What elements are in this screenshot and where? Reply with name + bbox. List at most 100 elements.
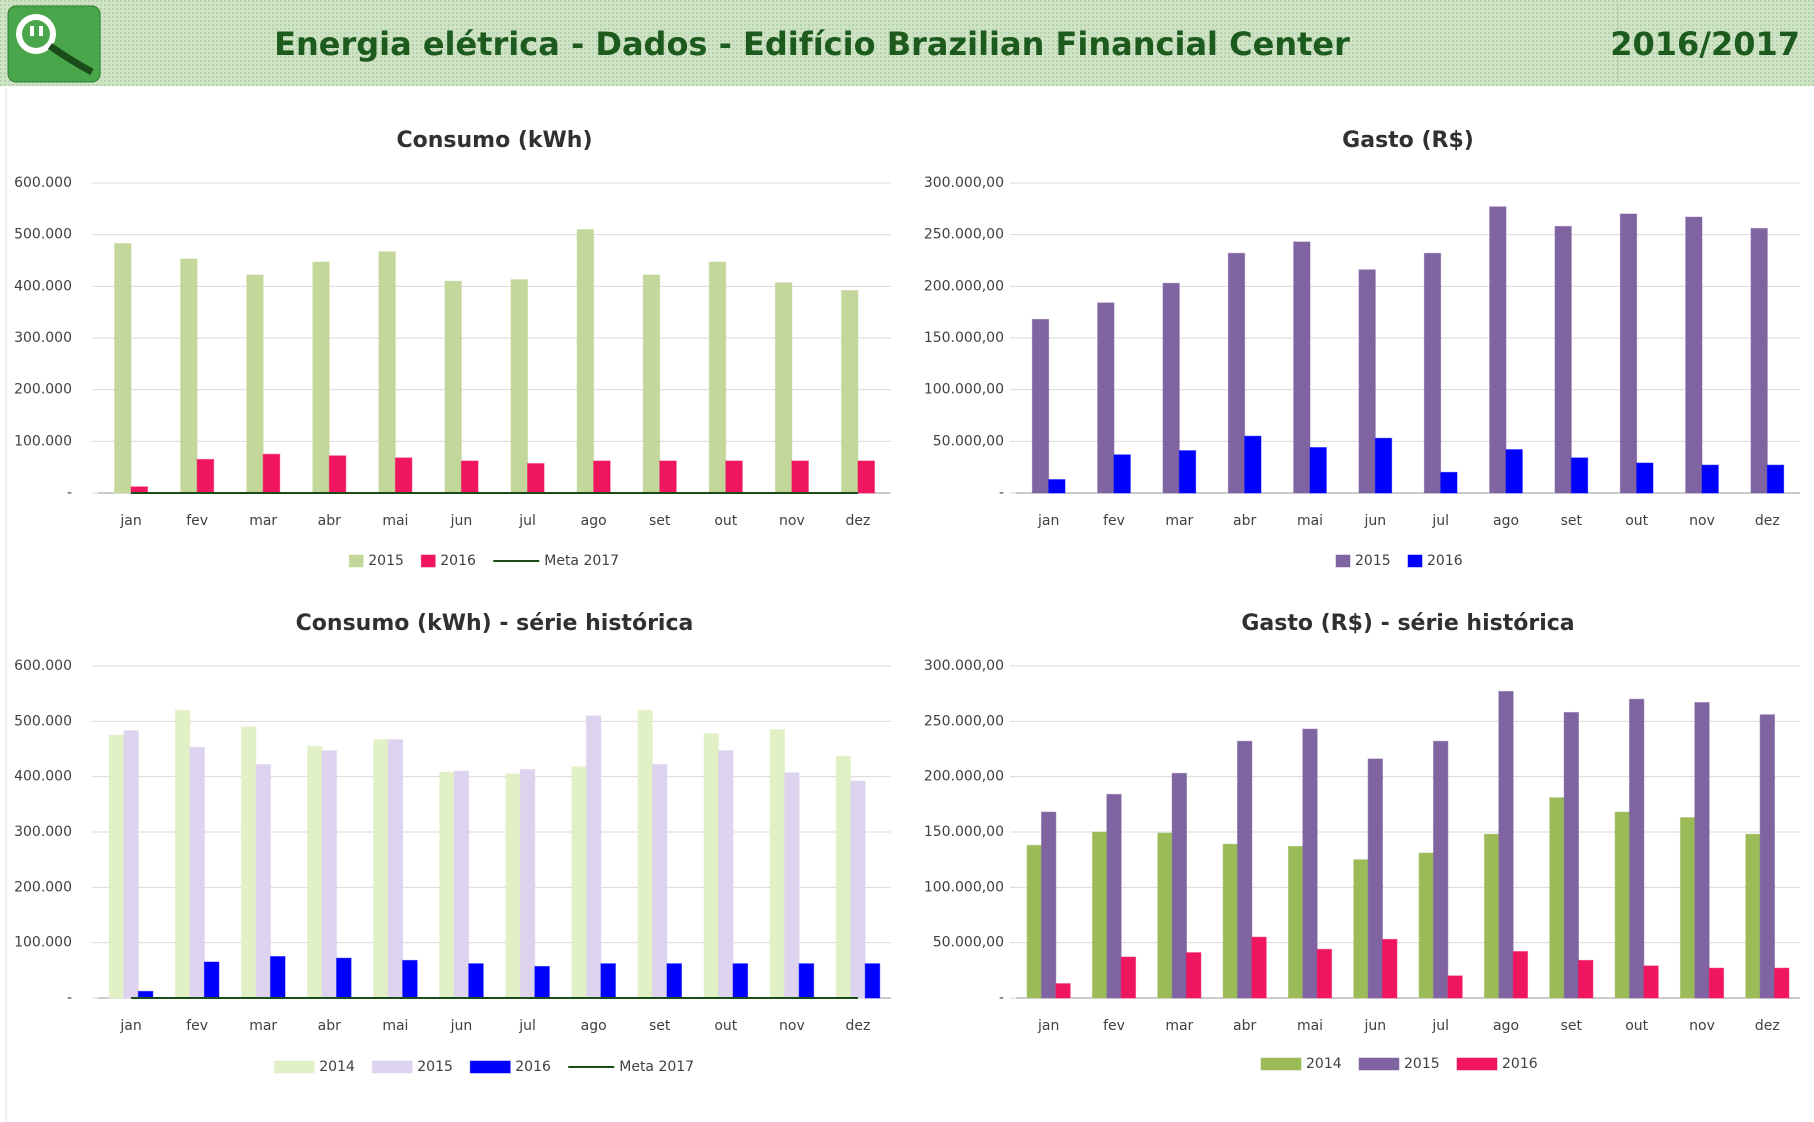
x-tick-label: mar	[249, 1018, 277, 1034]
bar	[1120, 956, 1137, 999]
x-tick-label: out	[1625, 513, 1648, 529]
y-tick-label: 200.000	[14, 879, 72, 895]
x-tick-label: fev	[186, 1018, 208, 1034]
bar	[1614, 811, 1630, 999]
bar	[1048, 479, 1066, 494]
bar	[373, 739, 389, 999]
bar	[850, 780, 866, 999]
bar	[519, 768, 536, 999]
bar	[571, 766, 587, 999]
x-tick-label: ago	[1493, 1018, 1519, 1034]
bar	[1759, 714, 1776, 999]
y-tick-label: 150.000,00	[924, 824, 1004, 840]
bar	[576, 229, 595, 494]
bar	[1287, 845, 1304, 999]
bar	[1619, 213, 1638, 494]
bar	[1766, 464, 1785, 494]
y-tick-label: -	[67, 485, 72, 501]
bar	[1694, 702, 1710, 999]
legend-swatch	[1260, 1057, 1302, 1071]
bar	[505, 773, 521, 999]
bar	[1440, 471, 1458, 494]
legend-label: 2015	[417, 1059, 453, 1075]
bar	[468, 963, 484, 999]
bar	[1570, 457, 1589, 494]
x-tick-label: abr	[1233, 513, 1256, 529]
bar	[336, 957, 352, 999]
x-tick-label: set	[649, 1018, 671, 1034]
bar	[189, 746, 205, 999]
bar	[659, 460, 677, 494]
header-background	[0, 0, 1814, 86]
x-tick-label: dez	[846, 513, 871, 529]
header-title: Energia elétrica - Dados - Edifício Braz…	[274, 25, 1350, 63]
bar	[1418, 852, 1434, 999]
bar	[1679, 817, 1696, 999]
bar	[1244, 435, 1262, 494]
y-tick-label: 600.000	[14, 175, 72, 191]
y-tick-label: 100.000,00	[924, 879, 1004, 895]
x-tick-label: jan	[1037, 1018, 1059, 1034]
bar	[1367, 758, 1384, 999]
y-tick-label: 600.000	[14, 658, 72, 674]
y-tick-label: 500.000	[14, 713, 72, 729]
x-tick-label: jan	[119, 513, 141, 529]
bar	[262, 453, 281, 494]
legend-label: 2016	[515, 1059, 551, 1075]
bar	[1106, 793, 1122, 999]
chart-title: Gasto (R$)	[1342, 128, 1474, 153]
bar	[1447, 975, 1463, 999]
legend-label: 2016	[440, 553, 476, 569]
bar	[864, 963, 881, 999]
y-tick-label: 200.000,00	[924, 769, 1004, 785]
bar	[798, 963, 815, 999]
x-tick-label: jun	[450, 513, 473, 529]
bar	[174, 709, 191, 999]
x-tick-label: mar	[1165, 1018, 1193, 1034]
bar	[1251, 936, 1267, 999]
bar	[439, 771, 455, 999]
y-tick-label: 250.000,00	[924, 227, 1004, 243]
bar	[1222, 843, 1238, 999]
legend-swatch	[469, 1060, 511, 1074]
bar	[1040, 811, 1057, 999]
bar	[1026, 844, 1042, 999]
bar	[1316, 948, 1333, 999]
x-tick-label: mai	[382, 1018, 408, 1034]
chart-title: Gasto (R$) - série histórica	[1241, 611, 1574, 636]
y-tick-label: 400.000	[14, 278, 72, 294]
x-tick-label: jun	[1364, 513, 1387, 529]
bar	[1236, 740, 1253, 999]
x-tick-label: jul	[518, 513, 536, 529]
x-tick-label: nov	[779, 1018, 805, 1034]
bar	[1157, 832, 1173, 999]
bar	[269, 956, 286, 999]
x-tick-label: out	[1625, 1018, 1648, 1034]
x-tick-label: nov	[1689, 1018, 1715, 1034]
bar	[1186, 952, 1202, 999]
legend-swatch	[1358, 1057, 1400, 1071]
x-tick-label: nov	[779, 513, 805, 529]
bar	[321, 750, 338, 999]
bar	[1628, 698, 1645, 999]
bar	[1358, 269, 1376, 494]
bar	[196, 458, 215, 494]
legend-label: 2015	[1355, 553, 1391, 569]
bar	[651, 763, 668, 999]
x-tick-label: dez	[1755, 513, 1780, 529]
y-tick-label: 500.000	[14, 227, 72, 243]
bar	[1432, 740, 1449, 999]
legend-label: 2016	[1427, 553, 1463, 569]
bar	[1643, 965, 1659, 999]
x-tick-label: jan	[1037, 513, 1059, 529]
chart-title: Consumo (kWh) - série histórica	[296, 611, 694, 636]
bar	[203, 961, 220, 999]
bar	[1578, 959, 1594, 999]
bar	[1113, 454, 1131, 494]
legend-swatch	[1335, 554, 1351, 568]
y-tick-label: 50.000,00	[933, 935, 1004, 951]
x-tick-label: mai	[382, 513, 408, 529]
x-tick-label: jun	[450, 1018, 473, 1034]
x-tick-label: out	[714, 513, 737, 529]
bar	[1178, 450, 1197, 494]
